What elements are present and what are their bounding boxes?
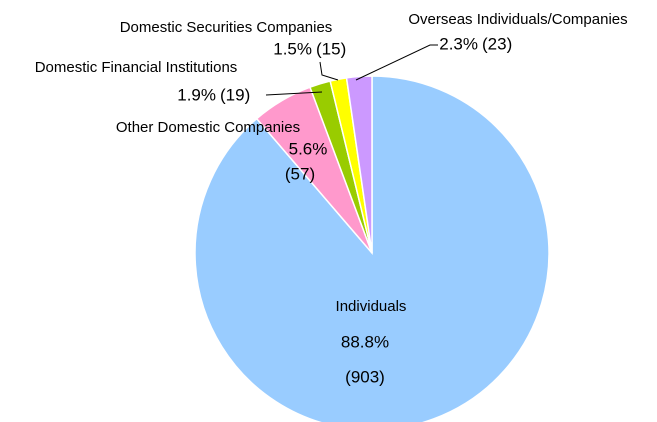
count-label: (15): [316, 39, 346, 58]
pie: [194, 75, 550, 422]
percent-label: 88.8%: [341, 332, 389, 351]
category-label: Overseas Individuals/Companies: [408, 11, 627, 28]
leader-lines: [265, 44, 438, 96]
percent-label: 1.5%: [273, 39, 312, 58]
leader-line: [355, 44, 438, 81]
count-label: (19): [220, 85, 250, 104]
pie-slice: [345, 75, 373, 254]
count-label: (57): [285, 164, 315, 183]
count-label: (903): [345, 367, 385, 386]
percent-label: 2.3%: [439, 34, 478, 53]
count-label: (23): [482, 34, 512, 53]
percent-label: 1.9%: [177, 85, 216, 104]
percent-label: 5.6%: [289, 139, 328, 158]
labels: Individuals 88.8% (903) Other Domestic Comp…: [35, 11, 628, 387]
leader-line: [319, 61, 339, 81]
category-label: Individuals: [336, 298, 407, 315]
category-label: Domestic Financial Institutions: [35, 59, 238, 76]
category-label: Other Domestic Companies: [116, 119, 300, 136]
category-label: Domestic Securities Companies: [120, 19, 333, 36]
leader-line: [265, 91, 323, 96]
